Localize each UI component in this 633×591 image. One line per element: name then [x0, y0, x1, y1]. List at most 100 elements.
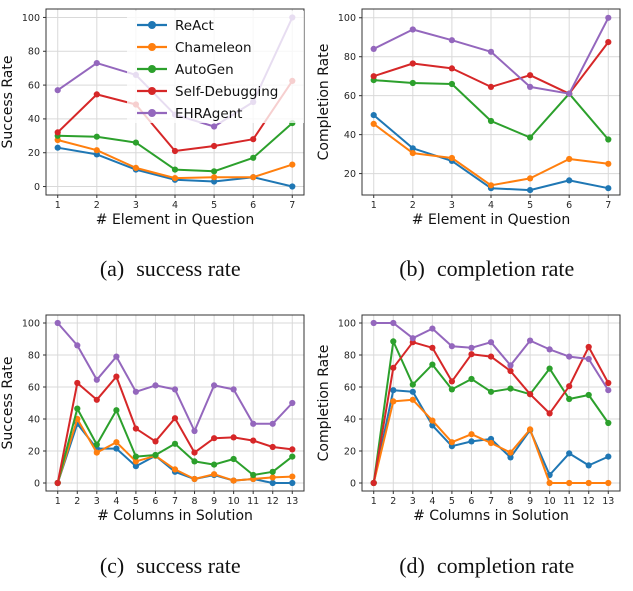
series-chameleon	[54, 136, 296, 182]
svg-text:12: 12	[583, 496, 595, 507]
caption-b-tag: (b)	[399, 255, 425, 281]
svg-text:0: 0	[350, 478, 356, 489]
svg-text:4: 4	[172, 200, 178, 211]
svg-text:4: 4	[113, 496, 119, 507]
x-axis-label: # Element in Question	[96, 212, 254, 228]
svg-text:1: 1	[55, 496, 61, 507]
x-axis-label: # Columns in Solution	[413, 508, 569, 524]
chart-d-panel: 1 2 3 4 5 6 7 8 9 10 11 12 13 0 20 40 60 80 100 # Columns i…	[316, 291, 632, 541]
legend-label: Chameleon	[175, 40, 252, 56]
top-caption-row: (a) success rate (b) completion rate	[0, 246, 633, 291]
svg-text:3: 3	[410, 496, 416, 507]
svg-text:40: 40	[28, 114, 40, 125]
caption-a: (a) success rate	[12, 246, 329, 291]
x-axis: 1 2 3 4 5 6 7 8 9 10 11 12 13	[371, 491, 614, 507]
legend-label: EHRAgent	[175, 106, 242, 122]
y-axis-label: Success Rate	[0, 56, 16, 149]
y-axis: 0 20 40 60 80 100	[22, 13, 46, 193]
svg-text:7: 7	[605, 200, 611, 211]
svg-text:2: 2	[390, 496, 396, 507]
top-chart-row: 1 2 3 4 5 6 7 0 20 40 60 80 100 # Element in Question…	[0, 0, 633, 246]
caption-c-tag: (c)	[99, 553, 125, 578]
svg-text:8: 8	[508, 496, 514, 507]
svg-text:60: 60	[28, 80, 40, 91]
svg-text:10: 10	[228, 496, 240, 507]
svg-text:7: 7	[488, 496, 494, 507]
series-chameleon	[370, 120, 612, 189]
svg-text:40: 40	[344, 414, 356, 425]
svg-text:7: 7	[289, 200, 295, 211]
svg-text:3: 3	[94, 496, 100, 507]
caption-a-text: success rate	[136, 255, 241, 281]
svg-text:1: 1	[371, 200, 377, 211]
svg-text:100: 100	[22, 318, 40, 329]
series-ehragent	[370, 14, 612, 97]
svg-text:0: 0	[34, 182, 40, 193]
svg-text:9: 9	[527, 496, 533, 507]
caption-d: (d) completion rate	[329, 541, 633, 591]
y-axis: 20 40 60 80 100	[338, 13, 362, 180]
chart-b-svg: 1 2 3 4 5 6 7 20 40 60 80 100 # Element in Question C…	[316, 8, 621, 228]
svg-text:11: 11	[563, 496, 575, 507]
svg-text:5: 5	[133, 496, 139, 507]
svg-text:40: 40	[344, 130, 356, 141]
series-self-debugging	[54, 373, 296, 487]
series-ehragent	[54, 319, 296, 435]
y-axis: 0 20 40 60 80 100	[22, 318, 46, 489]
chart-b-panel: 1 2 3 4 5 6 7 20 40 60 80 100 # Element in Question C…	[316, 0, 632, 246]
series-autogen	[370, 338, 612, 487]
x-axis: 1 2 3 4 5 6 7 8 9 10 11 12 13	[55, 491, 298, 507]
y-axis-label: Completion Rate	[316, 44, 332, 161]
legend-label: ReAct	[175, 18, 214, 34]
svg-text:40: 40	[28, 414, 40, 425]
svg-text:1: 1	[55, 200, 61, 211]
chart-c-panel: 1 2 3 4 5 6 7 8 9 10 11 12 13 0 20 40 60 80 100 # Columns i…	[0, 291, 316, 541]
svg-text:20: 20	[344, 446, 356, 457]
svg-text:80: 80	[28, 350, 40, 361]
legend-label: Self-Debugging	[175, 84, 278, 100]
svg-text:20: 20	[344, 169, 356, 180]
caption-c: (c) success rate	[12, 541, 329, 591]
svg-text:3: 3	[133, 200, 139, 211]
x-axis-label: # Columns in Solution	[97, 508, 253, 524]
y-axis: 0 20 40 60 80 100	[338, 318, 362, 489]
series-ehragent	[370, 319, 612, 394]
svg-text:60: 60	[28, 382, 40, 393]
x-axis-label: # Element in Question	[412, 212, 570, 228]
svg-text:5: 5	[449, 496, 455, 507]
svg-text:5: 5	[211, 200, 217, 211]
svg-text:12: 12	[267, 496, 279, 507]
svg-text:6: 6	[566, 200, 572, 211]
svg-text:6: 6	[250, 200, 256, 211]
svg-text:2: 2	[94, 200, 100, 211]
x-axis: 1 2 3 4 5 6 7	[55, 195, 295, 211]
svg-text:8: 8	[192, 496, 198, 507]
caption-c-text: success rate	[136, 553, 241, 578]
svg-text:3: 3	[449, 200, 455, 211]
chart-a-svg: 1 2 3 4 5 6 7 0 20 40 60 80 100 # Element in Question…	[0, 8, 305, 228]
svg-text:6: 6	[152, 496, 158, 507]
svg-text:80: 80	[28, 47, 40, 58]
svg-text:2: 2	[74, 496, 80, 507]
bottom-chart-row: 1 2 3 4 5 6 7 8 9 10 11 12 13 0 20 40 60 80 100 # Columns i…	[0, 291, 633, 541]
caption-b: (b) completion rate	[329, 246, 633, 291]
series-self-debugging	[370, 339, 612, 487]
legend: ReAct Chameleon AutoGen Self-Debugging EHRAg…	[127, 11, 304, 123]
y-axis-label: Success Rate	[0, 357, 16, 450]
svg-text:1: 1	[371, 496, 377, 507]
legend-label: AutoGen	[175, 62, 234, 78]
series-chameleon	[54, 415, 296, 487]
caption-a-tag: (a)	[99, 255, 125, 281]
bottom-caption-row: (c) success rate (d) completion rate	[0, 541, 633, 591]
chart-a-panel: 1 2 3 4 5 6 7 0 20 40 60 80 100 # Element in Question…	[0, 0, 316, 246]
svg-text:5: 5	[527, 200, 533, 211]
svg-text:80: 80	[344, 52, 356, 63]
svg-text:10: 10	[544, 496, 556, 507]
caption-d-text: completion rate	[436, 553, 575, 578]
svg-text:7: 7	[172, 496, 178, 507]
series-autogen	[54, 120, 296, 175]
caption-b-text: completion rate	[436, 255, 575, 281]
